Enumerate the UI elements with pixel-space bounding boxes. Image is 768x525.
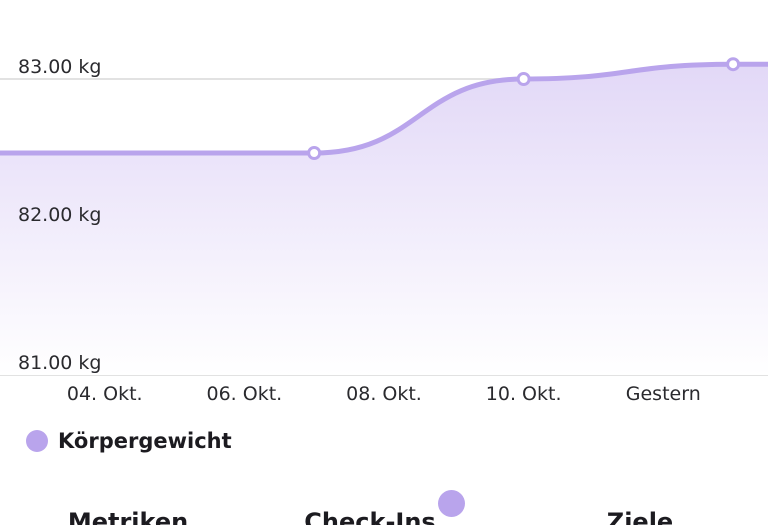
tab-metriken[interactable]: Metriken (67, 508, 189, 525)
x-tick-label: 06. Okt. (207, 383, 283, 405)
bottom-tab-bar: Metriken Check-Ins Ziele (0, 488, 768, 525)
data-point (726, 57, 741, 72)
legend-dot-icon (26, 430, 48, 452)
y-tick-label: 81.00 kg (18, 352, 102, 374)
x-tick-label: Gestern (626, 383, 701, 405)
active-tab-indicator (438, 490, 465, 517)
x-tick-label: 04. Okt. (67, 383, 143, 405)
area-fill (0, 64, 768, 375)
tab-ziele[interactable]: Ziele (606, 508, 674, 525)
y-axis-labels: 83.00 kg 82.00 kg 81.00 kg (18, 56, 102, 374)
data-point (307, 146, 322, 160)
x-axis-labels: 04. Okt. 06. Okt. 08. Okt. 10. Okt. Gestern (67, 383, 701, 405)
data-point (516, 72, 531, 86)
tab-check-ins[interactable]: Check-Ins (304, 508, 436, 525)
x-tick-label: 10. Okt. (486, 383, 562, 405)
data-point-markers (307, 57, 741, 160)
weight-chart: 83.00 kg 82.00 kg 81.00 kg 04. Okt. 06. Okt… (0, 56, 768, 405)
chart-legend: Körpergewicht (26, 426, 232, 456)
legend-label: Körpergewicht (58, 429, 232, 453)
y-tick-label: 83.00 kg (18, 56, 102, 78)
x-tick-label: 08. Okt. (346, 383, 422, 405)
y-tick-label: 82.00 kg (18, 204, 102, 226)
